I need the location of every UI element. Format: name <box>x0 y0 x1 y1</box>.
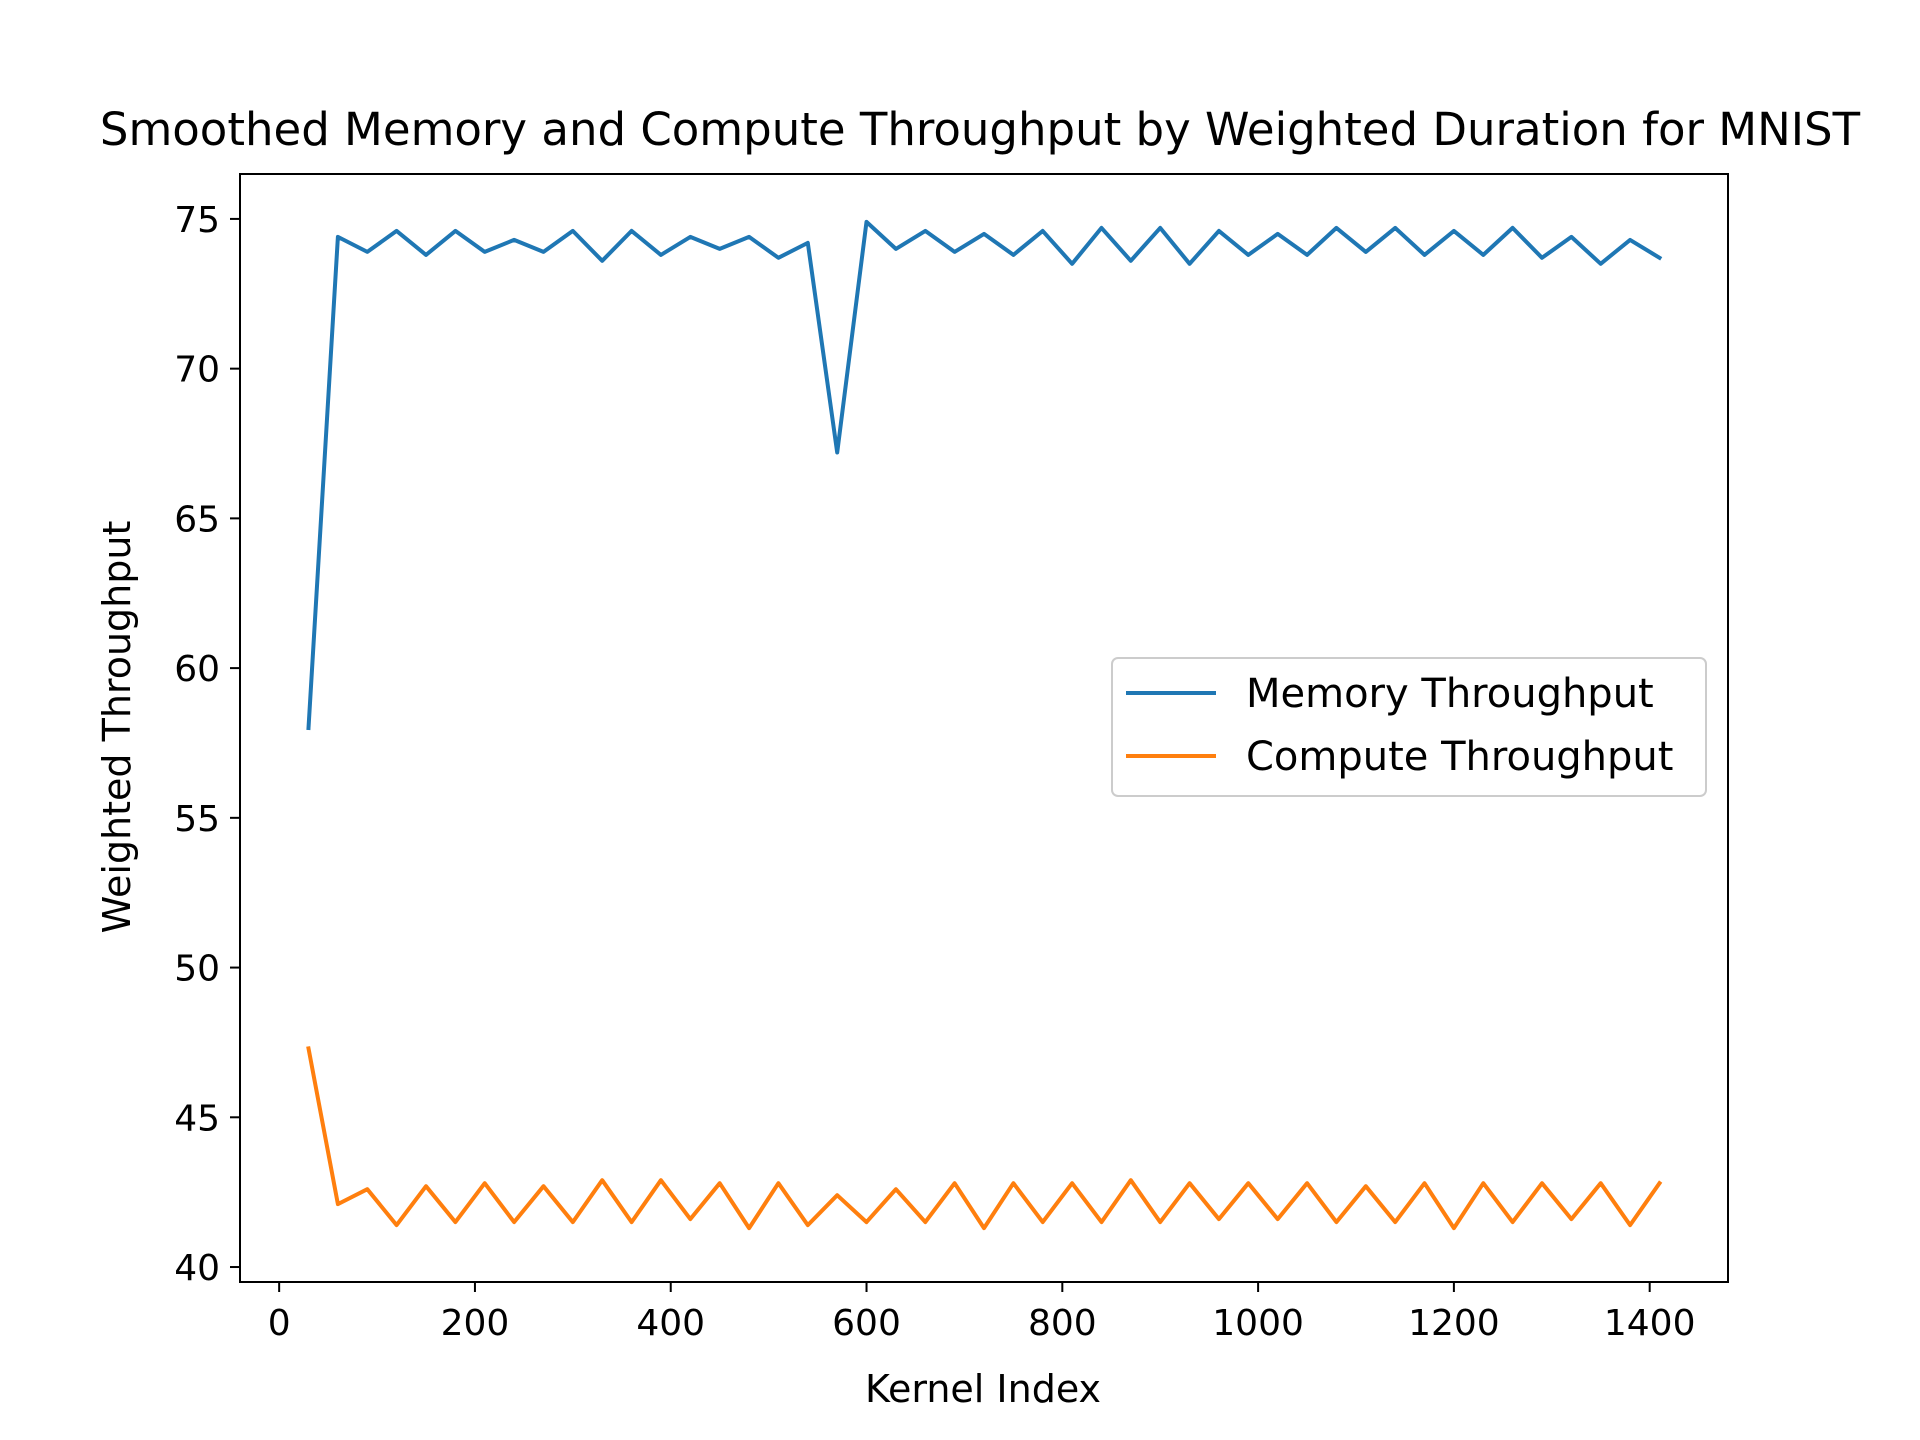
x-tick-label: 0 <box>268 1303 291 1344</box>
y-tick-label: 75 <box>174 200 220 241</box>
y-tick-label: 50 <box>174 949 220 990</box>
legend-box <box>1111 657 1707 797</box>
x-tick-label: 600 <box>832 1303 901 1344</box>
plot-frame <box>239 173 1729 1283</box>
x-tick-label: 200 <box>441 1303 510 1344</box>
y-axis: 40 45 50 55 60 65 70 75 <box>174 200 240 1289</box>
x-tick-label: 1400 <box>1604 1303 1696 1344</box>
y-tick-label: 45 <box>174 1098 220 1139</box>
legend-label-2: Compute Throughput <box>1246 734 1673 780</box>
x-axis-label: Kernel Index <box>865 1367 1101 1411</box>
y-tick-label: 70 <box>174 350 220 391</box>
y-tick-label: 65 <box>174 499 220 540</box>
y-tick-label: 60 <box>174 649 220 690</box>
legend-label-1: Memory Throughput <box>1246 671 1654 717</box>
y-axis-label: Weighted Throughput <box>95 521 139 934</box>
x-tick-label: 1200 <box>1408 1303 1500 1344</box>
x-axis: 0 200 400 600 800 1000 1200 1400 <box>268 1282 1696 1344</box>
series-layer <box>306 219 1663 1231</box>
y-tick-label: 40 <box>174 1248 220 1289</box>
series-line-2 <box>306 1046 1663 1231</box>
x-tick-label: 400 <box>636 1303 705 1344</box>
chart-title: Smoothed Memory and Compute Throughput b… <box>100 103 1861 156</box>
x-tick-label: 800 <box>1028 1303 1097 1344</box>
plot-area <box>239 173 1729 1283</box>
legend: Memory Throughput Compute Throughput <box>1111 657 1707 797</box>
y-tick-label: 55 <box>174 799 220 840</box>
x-tick-label: 1000 <box>1212 1303 1304 1344</box>
series-line-1 <box>306 219 1663 731</box>
